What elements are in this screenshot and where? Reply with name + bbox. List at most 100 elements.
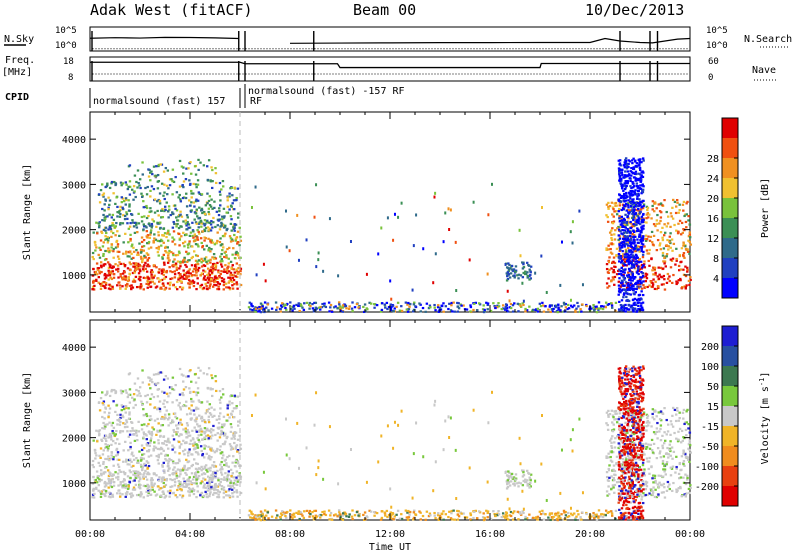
- velocity-pixel: [177, 434, 181, 438]
- velocity-pixel: [152, 472, 156, 475]
- power-pixel: [235, 268, 238, 271]
- power-pixel: [139, 255, 143, 258]
- velocity-pixel: [142, 436, 145, 439]
- power-pixel: [661, 236, 664, 239]
- power-pixel: [625, 167, 629, 170]
- power-pixel: [233, 233, 236, 237]
- velocity-pixel: [153, 445, 156, 448]
- velocity-pixel: [91, 496, 95, 499]
- velocity-pixel: [119, 470, 122, 474]
- power-pixel: [633, 239, 636, 242]
- velocity-pixel: [106, 423, 109, 426]
- velocity-pixel: [209, 458, 212, 461]
- power-pixel: [638, 293, 642, 297]
- velocity-pixel: [229, 423, 233, 426]
- velocity-pixel: [167, 437, 170, 440]
- power-pixel: [127, 241, 130, 244]
- power-pixel: [687, 279, 691, 283]
- power-pixel: [334, 305, 337, 308]
- power-pixel: [573, 304, 576, 307]
- nave-right-tick-bottom: 0: [708, 73, 713, 83]
- velocity-pixel: [299, 511, 303, 514]
- velocity-pixel: [199, 482, 203, 485]
- velocity-pixel: [210, 486, 213, 489]
- power-pixel: [595, 307, 599, 310]
- velocity-pixel: [151, 426, 154, 429]
- power-pixel: [631, 211, 635, 214]
- velocity-pixel: [236, 495, 239, 498]
- power-pixel: [623, 284, 626, 287]
- power-pixel: [569, 304, 573, 307]
- power-pixel: [197, 259, 201, 262]
- power-pixel: [505, 272, 508, 275]
- velocity-pixel: [149, 441, 152, 444]
- velocity-pixel: [323, 510, 326, 513]
- velocity-pixel: [174, 383, 177, 387]
- power-pixel: [199, 161, 202, 164]
- power-pixel: [629, 256, 633, 259]
- velocity-pixel: [148, 418, 152, 422]
- power-pixel: [297, 258, 300, 262]
- velocity-pixel: [138, 478, 142, 481]
- velocity-pixel: [160, 390, 164, 393]
- velocity-pixel: [124, 492, 128, 495]
- power-pixel: [229, 240, 233, 243]
- velocity-pixel: [207, 367, 211, 370]
- power-pixel: [143, 264, 146, 267]
- power-pixel: [112, 192, 115, 195]
- velocity-pixel: [604, 509, 608, 512]
- velocity-pixel: [156, 388, 159, 391]
- power-pixel: [321, 302, 324, 306]
- power-pixel: [140, 257, 143, 260]
- velocity-pixel: [178, 401, 181, 405]
- power-pixel: [648, 239, 652, 242]
- velocity-pixel: [175, 424, 178, 427]
- power-pixel: [104, 215, 107, 218]
- power-pixel: [146, 242, 149, 245]
- velocity-pixel: [381, 510, 384, 513]
- power-pixel: [104, 283, 108, 286]
- power-pixel: [623, 192, 626, 196]
- velocity-pixel: [231, 492, 234, 495]
- power-pixel: [258, 308, 261, 311]
- velocity-pixel: [201, 430, 205, 433]
- power-pixel: [625, 235, 628, 238]
- power-pixel: [641, 236, 644, 240]
- power-pixel: [222, 216, 226, 219]
- power-pixel: [212, 216, 215, 220]
- power-pixel: [619, 269, 623, 273]
- power-pixel: [511, 269, 515, 272]
- power-pixel: [481, 308, 485, 311]
- power-pixel: [146, 279, 149, 283]
- velocity-pixel: [190, 482, 194, 485]
- power-pixel: [149, 189, 152, 192]
- power-pixel: [128, 284, 132, 288]
- velocity-pixel: [557, 511, 560, 514]
- power-pixel: [424, 310, 427, 313]
- power-pixel: [175, 209, 179, 212]
- power-pixel: [679, 279, 682, 282]
- power-pixel: [128, 203, 131, 206]
- velocity-pixel: [226, 407, 229, 410]
- velocity-pixel: [195, 430, 199, 433]
- power-pixel: [116, 230, 119, 233]
- power-pixel: [639, 277, 642, 280]
- power-pixel: [195, 208, 198, 211]
- power-pixel: [659, 202, 663, 205]
- power-pixel: [203, 257, 206, 260]
- power-pixel: [179, 200, 183, 203]
- power-pixel: [635, 281, 638, 285]
- velocity-pixel: [205, 468, 208, 472]
- power-pixel: [238, 226, 241, 229]
- power-pixel: [649, 281, 653, 284]
- velocity-pixel: [195, 394, 198, 397]
- velocity-pixel: [347, 515, 351, 518]
- power-pixel: [375, 304, 379, 307]
- velocity-pixel: [160, 417, 164, 420]
- velocity-pixel: [143, 462, 146, 466]
- velocity-pixel: [106, 457, 109, 461]
- velocity-pixel: [302, 516, 306, 519]
- power-pixel: [640, 239, 644, 242]
- velocity-pixel: [319, 513, 322, 517]
- velocity-pixel: [564, 510, 567, 514]
